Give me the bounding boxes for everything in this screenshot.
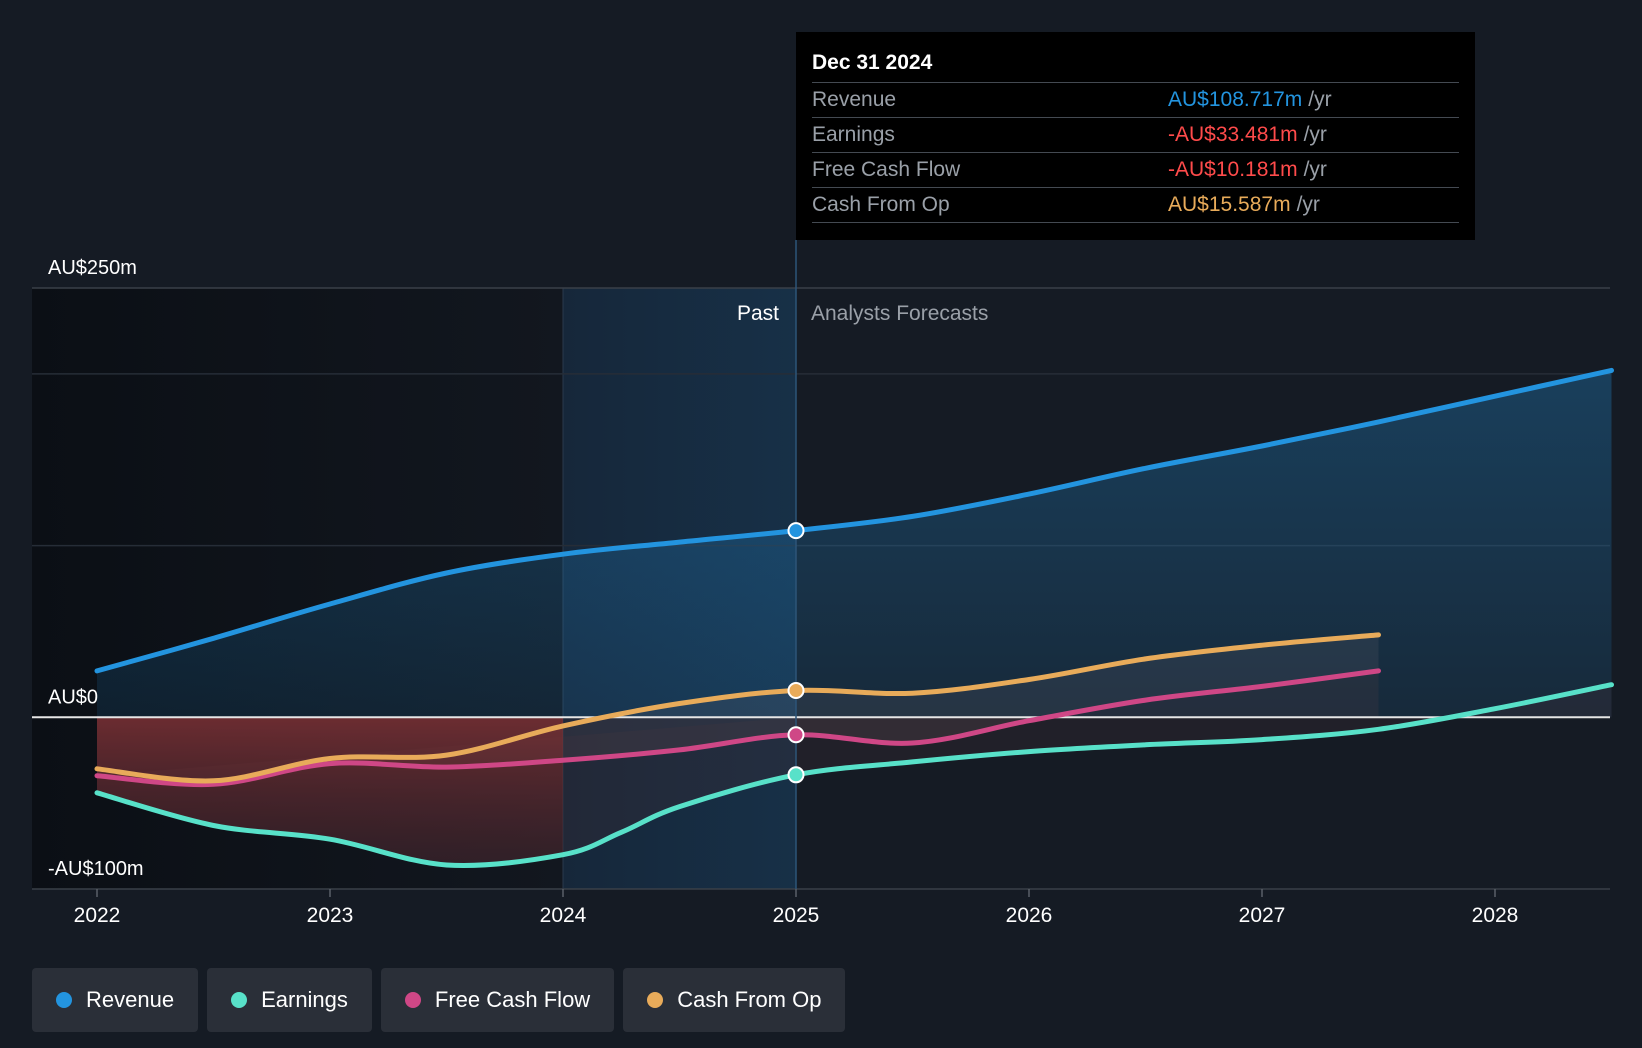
legend: Revenue Earnings Free Cash Flow Cash Fro…: [32, 968, 846, 1032]
earnings-area: [97, 684, 1612, 866]
tooltip-value: AU$108.717m: [1168, 88, 1303, 111]
legend-label: Cash From Op: [677, 987, 822, 1012]
past-label: Past: [737, 302, 779, 325]
tooltip-row-earnings: Earnings -AU$33.481m /yr: [812, 117, 1459, 152]
legend-item-cash-from-op[interactable]: Cash From Op: [623, 968, 846, 1032]
y-tick-label: AU$0: [48, 686, 98, 708]
x-tick-label: 2025: [773, 904, 820, 927]
legend-label: Free Cash Flow: [434, 987, 591, 1012]
tooltip-label: Revenue: [812, 88, 897, 111]
tooltip-row-revenue: Revenue AU$108.717m /yr: [812, 82, 1459, 117]
tooltip-value: -AU$10.181m: [1168, 158, 1298, 181]
x-tick-label: 2028: [1472, 904, 1519, 927]
series-line-cfo: [94, 632, 1381, 784]
legend-item-free-cash-flow[interactable]: Free Cash Flow: [380, 968, 615, 1032]
tooltip-label: Earnings: [812, 123, 895, 146]
legend-label: Earnings: [261, 987, 348, 1012]
marker-fcf: [787, 726, 805, 744]
revenue-area: [97, 370, 1612, 718]
marker-cfo: [787, 681, 805, 699]
x-tick-label: 2023: [307, 904, 354, 927]
tooltip-date: Dec 31 2024: [812, 51, 933, 74]
tooltip-unit: /yr: [1303, 123, 1327, 146]
tooltip-unit: /yr: [1296, 193, 1320, 216]
tooltip-value: AU$15.587m: [1168, 193, 1291, 216]
series-line-fcf: [94, 668, 1381, 788]
x-tick-label: 2027: [1239, 904, 1286, 927]
series-line-earnings: [94, 682, 1614, 868]
x-tick-label: 2024: [540, 904, 587, 927]
x-tick-label: 2026: [1006, 904, 1053, 927]
tooltip-unit: /yr: [1303, 158, 1327, 181]
series-line-revenue: [94, 367, 1614, 674]
cashflow-band: [97, 634, 1379, 785]
marker-revenue: [787, 522, 805, 540]
legend-dot-icon: [56, 992, 72, 1008]
tooltip-row-free-cash-flow: Free Cash Flow -AU$10.181m /yr: [812, 152, 1459, 187]
forecast-label: Analysts Forecasts: [811, 302, 988, 325]
legend-label: Revenue: [86, 987, 175, 1012]
tooltip-value: -AU$33.481m: [1168, 123, 1298, 146]
y-tick-label: -AU$100m: [48, 858, 144, 880]
legend-dot-icon: [647, 992, 664, 1008]
x-tick-label: 2022: [74, 904, 121, 927]
y-tick-label: AU$250m: [48, 257, 137, 279]
tooltip-unit: /yr: [1308, 88, 1332, 111]
legend-item-earnings[interactable]: Earnings: [207, 968, 372, 1032]
tooltip-label: Cash From Op: [812, 193, 950, 216]
tooltip-panel: Dec 31 2024 Revenue AU$108.717m /yr Earn…: [796, 32, 1475, 240]
legend-item-revenue[interactable]: Revenue: [32, 968, 199, 1032]
legend-dot-icon: [404, 992, 421, 1008]
tooltip-row-cash-from-op: Cash From Op AU$15.587m /yr: [812, 187, 1459, 223]
legend-dot-icon: [231, 992, 248, 1008]
tooltip-label: Free Cash Flow: [812, 158, 961, 181]
marker-earnings: [787, 766, 805, 784]
